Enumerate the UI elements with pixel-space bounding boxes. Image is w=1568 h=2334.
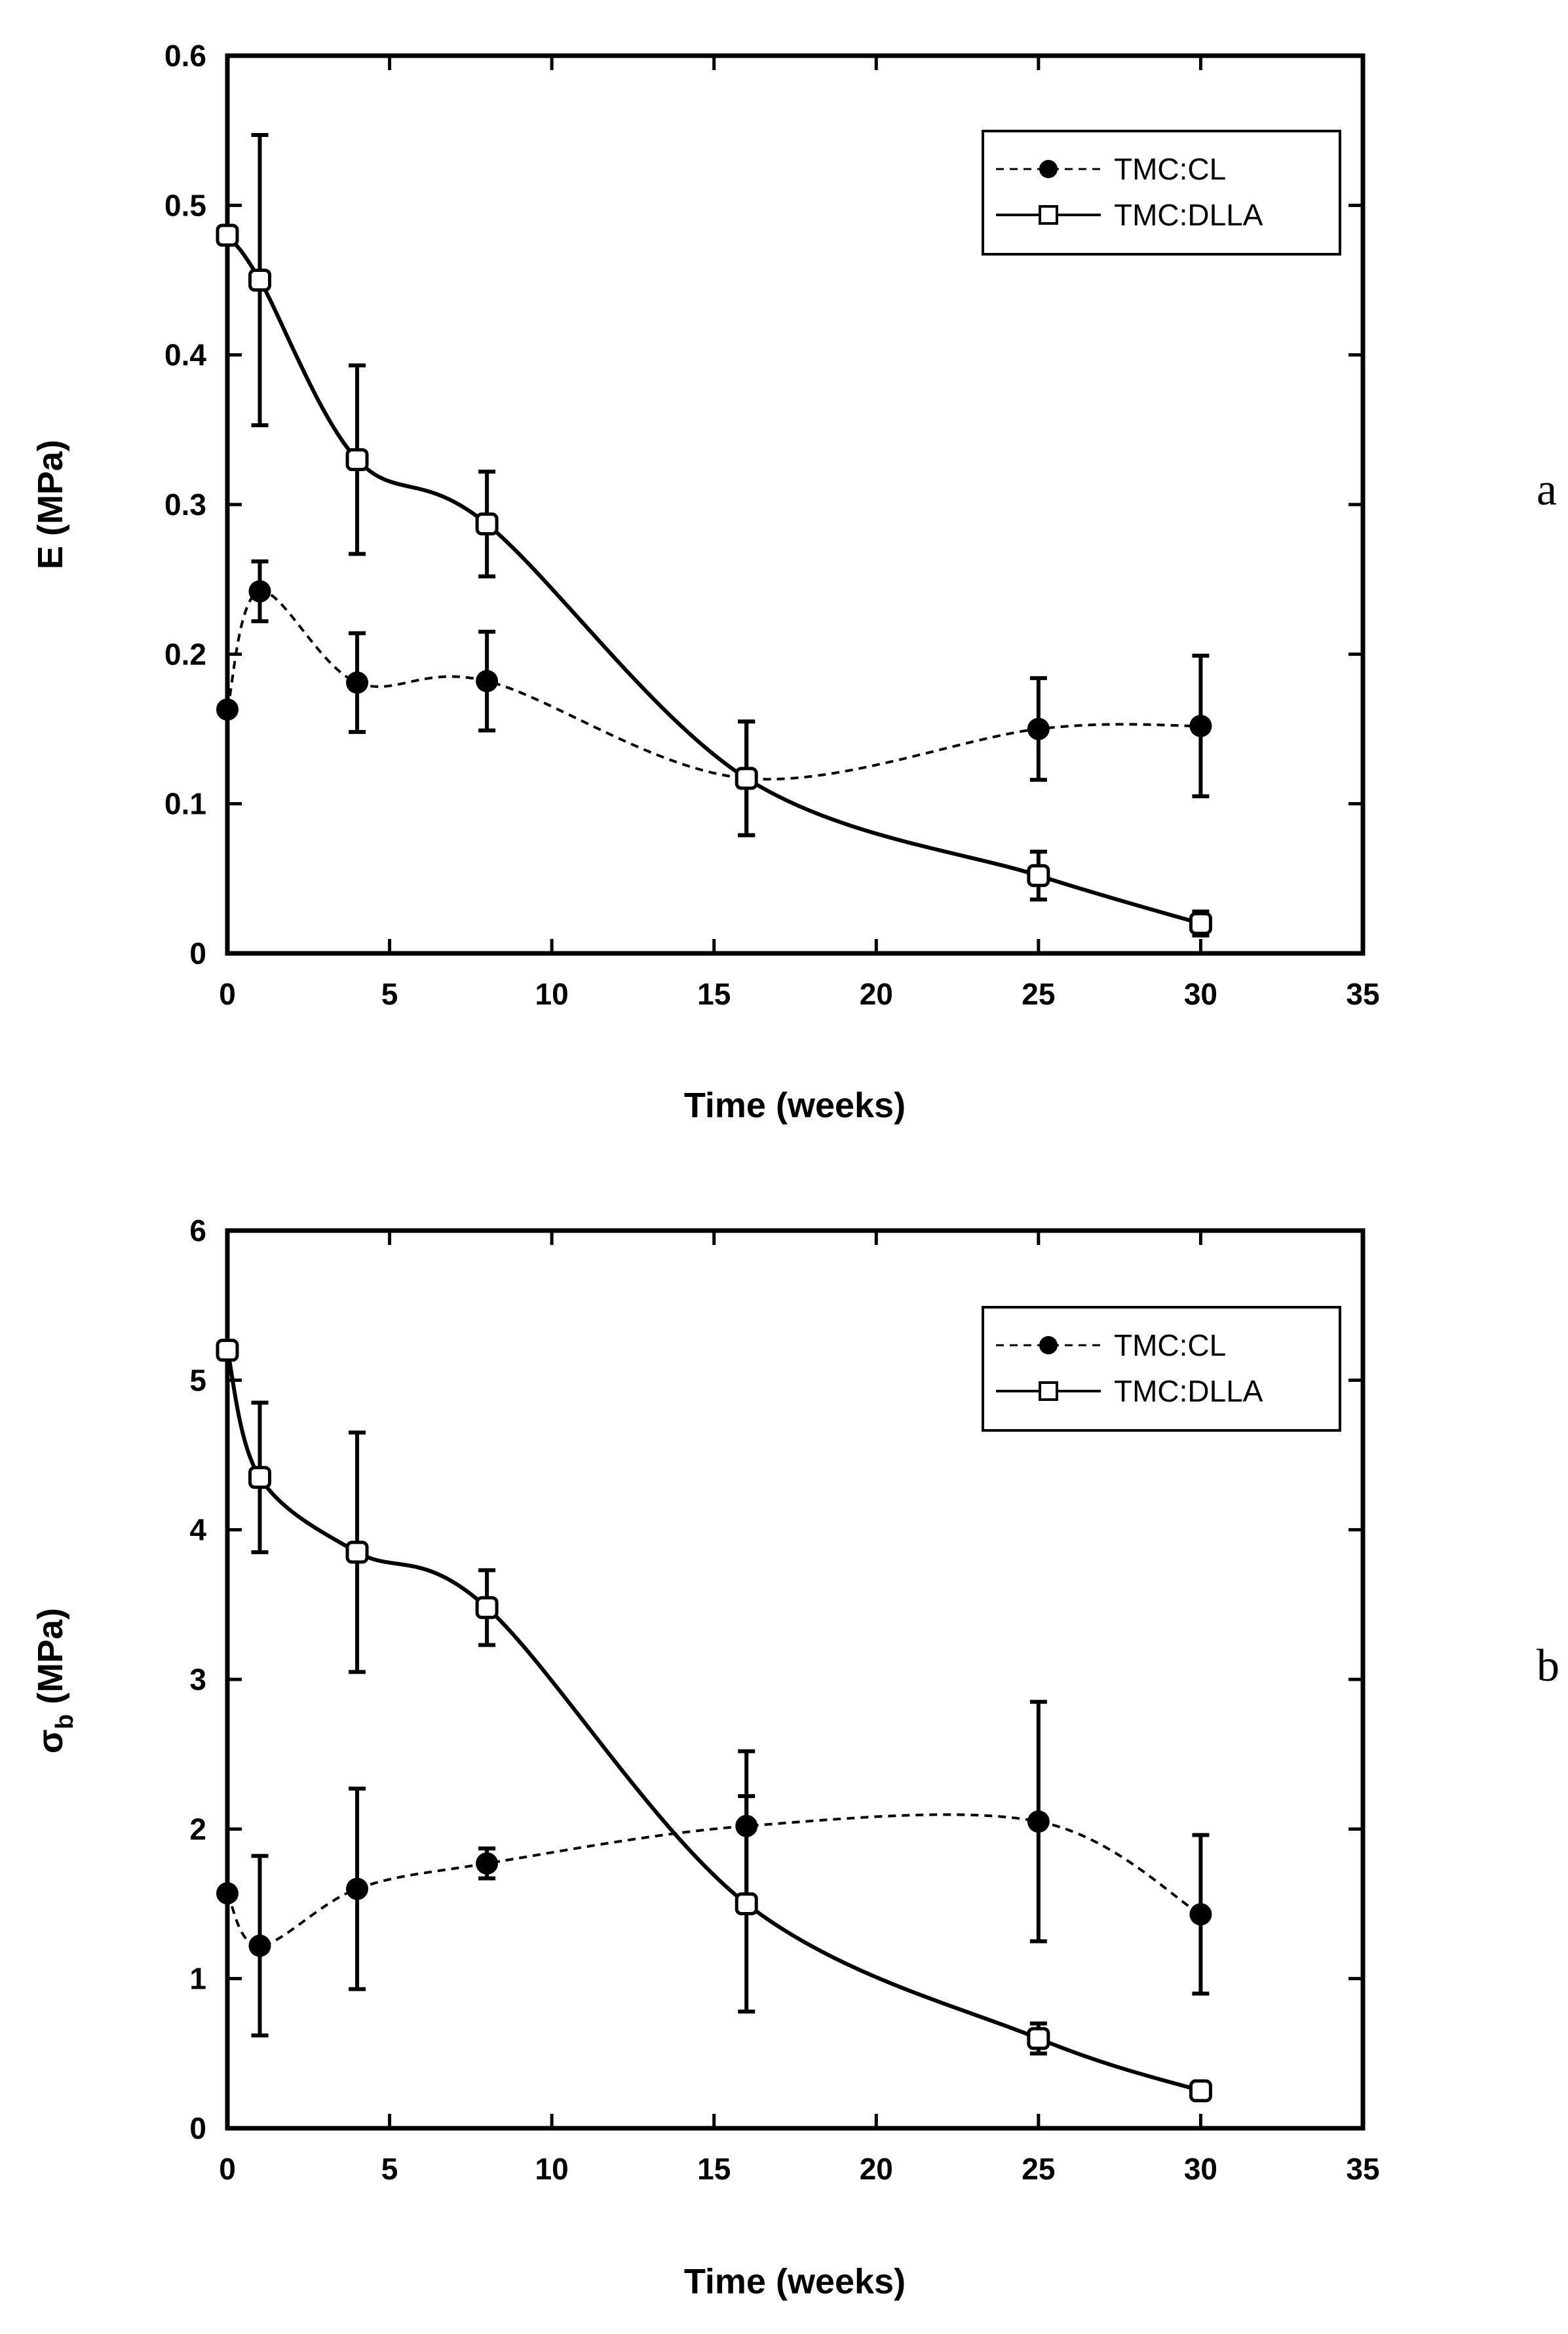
data-point-tmc-dlla xyxy=(216,223,239,247)
y-tick-label: 0.6 xyxy=(164,39,206,73)
legend: TMC:CL TMC:DLLA xyxy=(982,130,1341,256)
data-point-tmc-cl xyxy=(476,1852,499,1875)
legend-marker-tmc-cl xyxy=(1039,160,1058,178)
legend-box xyxy=(982,1306,1341,1432)
y-tick-label: 0 xyxy=(189,936,206,970)
data-point-tmc-dlla xyxy=(345,1540,369,1564)
y-axis-label-unit: (MPa) xyxy=(31,1608,70,1714)
legend-label-tmc-cl: TMC:CL xyxy=(1114,1328,1226,1362)
data-point-tmc-cl xyxy=(1027,1810,1050,1833)
x-tick-label: 20 xyxy=(860,977,893,1011)
y-tick-label: 2 xyxy=(189,1812,206,1846)
data-point-tmc-dlla xyxy=(345,448,369,471)
axis-ticks xyxy=(225,54,1365,955)
y-tick-label: 0 xyxy=(189,2111,206,2145)
data-point-tmc-cl xyxy=(476,670,499,693)
y-tick-label: 4 xyxy=(189,1513,206,1547)
x-tick-label: 10 xyxy=(535,977,569,1011)
data-point-tmc-dlla xyxy=(735,1892,758,1915)
data-point-tmc-dlla xyxy=(1189,2079,1212,2103)
data-point-tmc-cl xyxy=(248,580,271,603)
data-point-tmc-cl xyxy=(216,698,239,721)
y-tick-label: 0.4 xyxy=(164,338,206,372)
data-point-tmc-cl xyxy=(1189,714,1212,737)
data-point-tmc-dlla xyxy=(1027,2027,1050,2050)
data-point-tmc-dlla xyxy=(475,1596,499,1619)
x-tick-label: 5 xyxy=(381,977,398,1011)
y-axis-label: σb (MPa) xyxy=(31,1608,79,1753)
x-tick-labels: 0 5 10 15 20 25 30 35 xyxy=(219,977,1379,1011)
legend: TMC:CL TMC:DLLA xyxy=(982,1306,1341,1432)
data-point-tmc-dlla xyxy=(1189,911,1212,935)
series-line-tmc-cl xyxy=(226,590,1201,781)
x-tick-label: 30 xyxy=(1184,2152,1217,2186)
x-tick-label: 15 xyxy=(697,2152,731,2186)
data-point-tmc-dlla xyxy=(1027,864,1050,887)
x-tick-label: 0 xyxy=(219,977,236,1011)
y-tick-labels: 0 0.1 0.2 0.3 0.4 0.5 0.6 xyxy=(164,39,206,970)
x-tick-label: 35 xyxy=(1346,977,1379,1011)
x-tick-label: 10 xyxy=(535,2152,569,2186)
x-tick-label: 25 xyxy=(1022,2152,1055,2186)
panel-label-b: b xyxy=(1537,1641,1559,1691)
y-tick-label: 6 xyxy=(189,1214,206,1248)
x-tick-label: 35 xyxy=(1346,2152,1379,2186)
x-tick-labels: 0 5 10 15 20 25 30 35 xyxy=(219,2152,1379,2186)
y-tick-label: 0.3 xyxy=(164,488,206,522)
x-axis-label: Time (weeks) xyxy=(684,1086,906,1125)
data-point-tmc-cl xyxy=(216,1882,239,1905)
y-tick-label: 1 xyxy=(189,1962,206,1996)
series-layer xyxy=(216,1339,1212,2103)
y-tick-label: 5 xyxy=(189,1363,206,1397)
x-axis-label: Time (weeks) xyxy=(684,2262,906,2301)
legend-label-tmc-cl: TMC:CL xyxy=(1114,152,1226,186)
y-tick-label: 3 xyxy=(189,1662,206,1696)
data-point-tmc-dlla xyxy=(475,512,499,536)
series-line-tmc-cl xyxy=(226,1813,1202,1947)
y-axis-label-symbol: σ xyxy=(31,1729,70,1753)
y-tick-label: 0.2 xyxy=(164,637,206,671)
axis-ticks xyxy=(225,1229,1365,2130)
legend-label-tmc-dlla: TMC:DLLA xyxy=(1114,198,1263,232)
data-point-tmc-cl xyxy=(248,1934,271,1957)
y-axis-label-subscript: b xyxy=(51,1714,79,1729)
x-tick-label: 30 xyxy=(1184,977,1217,1011)
series-line-tmc-dlla xyxy=(225,1349,1202,2093)
data-point-tmc-dlla xyxy=(248,1466,272,1489)
panel-label-a: a xyxy=(1537,465,1557,515)
panel-b: 0 5 10 15 20 25 30 35 0 1 2 3 4 5 6 Time… xyxy=(31,1214,1559,2301)
series-line-tmc-dlla xyxy=(225,234,1202,926)
panel-a: 0 5 10 15 20 25 30 35 0 0.1 0.2 0.3 0.4 … xyxy=(31,39,1557,1125)
data-point-tmc-dlla xyxy=(216,1339,239,1362)
data-point-tmc-cl xyxy=(346,671,369,694)
data-point-tmc-dlla xyxy=(735,767,758,790)
y-axis-label: E (MPa) xyxy=(31,440,70,569)
legend-label-tmc-dlla: TMC:DLLA xyxy=(1114,1374,1263,1408)
x-tick-label: 0 xyxy=(219,2152,236,2186)
y-tick-label: 0.1 xyxy=(164,787,206,821)
data-point-tmc-dlla xyxy=(248,269,272,292)
series-layer xyxy=(216,133,1212,938)
y-tick-labels: 0 1 2 3 4 5 6 xyxy=(189,1214,206,2145)
x-tick-label: 5 xyxy=(381,2152,398,2186)
x-tick-label: 25 xyxy=(1022,977,1055,1011)
legend-marker-tmc-cl xyxy=(1039,1336,1058,1354)
data-point-tmc-cl xyxy=(1189,1903,1212,1926)
data-point-tmc-cl xyxy=(346,1877,369,1900)
legend-marker-tmc-dlla xyxy=(1039,205,1058,225)
legend-marker-tmc-dlla xyxy=(1039,1381,1058,1401)
data-point-tmc-cl xyxy=(1027,717,1050,740)
y-tick-label: 0.5 xyxy=(164,188,206,222)
legend-box xyxy=(982,130,1341,256)
x-tick-label: 15 xyxy=(697,977,731,1011)
x-tick-label: 20 xyxy=(860,2152,893,2186)
